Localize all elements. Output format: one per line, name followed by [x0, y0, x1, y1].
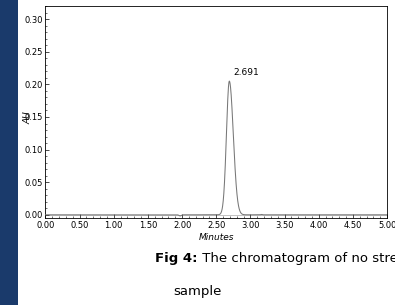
- Text: The chromatogram of no stress treatment: The chromatogram of no stress treatment: [198, 252, 395, 265]
- Text: Fig 4:: Fig 4:: [155, 252, 198, 265]
- X-axis label: Minutes: Minutes: [199, 233, 234, 242]
- Text: 2.691: 2.691: [233, 68, 259, 77]
- Text: AU: AU: [24, 111, 33, 124]
- Text: sample: sample: [173, 285, 222, 298]
